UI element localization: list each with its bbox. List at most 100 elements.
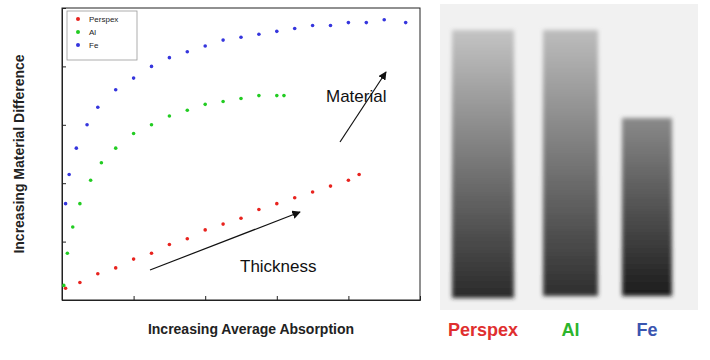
- y-axis-label: Increasing Material Difference: [11, 54, 27, 253]
- sample-label: Fe: [636, 320, 657, 340]
- data-point: [257, 94, 261, 98]
- data-point: [114, 146, 118, 150]
- y-axis-line: [63, 9, 67, 301]
- data-point: [186, 50, 190, 54]
- data-point: [347, 21, 351, 25]
- annotation-text: Thickness: [240, 257, 317, 276]
- sample-label: Perspex: [448, 320, 518, 340]
- data-point: [329, 24, 333, 28]
- data-point: [365, 21, 369, 25]
- x-tick: [348, 296, 349, 300]
- data-point: [71, 225, 75, 229]
- legend-label: Fe: [89, 41, 99, 50]
- y-tick: [62, 183, 66, 184]
- data-point: [114, 88, 118, 92]
- legend-marker: [76, 17, 80, 21]
- image-background: [440, 4, 698, 310]
- data-point: [132, 76, 136, 80]
- x-tick-mark: [348, 296, 349, 300]
- x-tick-mark: [134, 296, 135, 300]
- annotation-text: Material: [326, 87, 386, 106]
- data-point: [114, 266, 118, 270]
- y-tick-mark: [62, 183, 66, 184]
- data-point: [186, 237, 190, 241]
- data-point: [96, 105, 100, 109]
- data-point: [221, 38, 225, 42]
- data-point: [96, 272, 100, 276]
- data-point: [221, 222, 225, 226]
- x-tick: [420, 296, 421, 300]
- sample-label: Al: [562, 320, 580, 340]
- data-point: [221, 100, 225, 104]
- x-axis-label: Increasing Average Absorption: [148, 321, 354, 337]
- data-point: [311, 24, 315, 28]
- legend-marker: [76, 43, 80, 47]
- data-point: [168, 114, 172, 118]
- data-point: [132, 132, 136, 136]
- data-point: [75, 146, 79, 150]
- x-tick-mark: [420, 296, 421, 300]
- figure: PerspexAlFeIncreasing Average Absorption…: [0, 0, 710, 360]
- data-point: [64, 202, 68, 206]
- data-point: [311, 190, 315, 194]
- data-point: [78, 202, 82, 206]
- y-tick-mark: [62, 66, 66, 67]
- legend-label: Perspex: [89, 15, 118, 24]
- data-point: [66, 251, 70, 255]
- y-axis: [62, 9, 66, 301]
- y-tick: [62, 125, 66, 126]
- data-point: [203, 103, 207, 107]
- data-point: [67, 173, 71, 177]
- data-point: [239, 216, 243, 220]
- data-point: [150, 65, 154, 69]
- legend-item: Perspex: [76, 15, 118, 24]
- x-tick: [205, 296, 206, 300]
- data-point: [257, 32, 261, 36]
- annotation: Thickness: [150, 212, 317, 276]
- y-tick: [62, 242, 66, 243]
- data-point: [293, 196, 297, 200]
- legend-box: [67, 11, 137, 60]
- data-point: [203, 228, 207, 232]
- data-point: [257, 208, 261, 212]
- data-point: [150, 251, 154, 255]
- data-point: [293, 27, 297, 31]
- y-tick: [62, 8, 66, 9]
- data-point: [329, 184, 333, 188]
- sample-strip: [543, 30, 598, 296]
- data-point: [275, 202, 279, 206]
- data-point: [282, 94, 286, 98]
- x-tick: [134, 296, 135, 300]
- data-point: [89, 178, 93, 182]
- data-point: [275, 94, 279, 98]
- x-axis: [63, 296, 421, 301]
- y-tick-mark: [62, 8, 66, 9]
- legend: PerspexAlFe: [67, 11, 137, 60]
- data-point: [275, 30, 279, 34]
- sample-strip: [452, 30, 514, 298]
- data-point: [132, 257, 136, 261]
- data-point: [62, 284, 66, 288]
- y-tick-mark: [62, 242, 66, 243]
- sample-strip: [622, 118, 672, 296]
- series-0: [64, 173, 361, 290]
- x-tick: [277, 296, 278, 300]
- y-tick: [62, 66, 66, 67]
- x-tick-mark: [205, 296, 206, 300]
- data-point: [203, 44, 207, 48]
- data-point: [100, 161, 104, 165]
- annotation: Material: [326, 72, 386, 142]
- x-axis-line: [63, 296, 421, 301]
- data-point: [357, 173, 361, 177]
- legend-marker: [76, 30, 80, 34]
- plot-frame: [62, 8, 420, 300]
- data-point: [404, 21, 408, 25]
- data-point: [168, 56, 172, 60]
- y-tick-mark: [62, 125, 66, 126]
- y-tick: [62, 300, 66, 301]
- legend-item: Fe: [76, 41, 99, 50]
- data-point: [239, 97, 243, 101]
- sample-image: [452, 30, 672, 298]
- data-point: [382, 18, 386, 22]
- data-point: [150, 123, 154, 127]
